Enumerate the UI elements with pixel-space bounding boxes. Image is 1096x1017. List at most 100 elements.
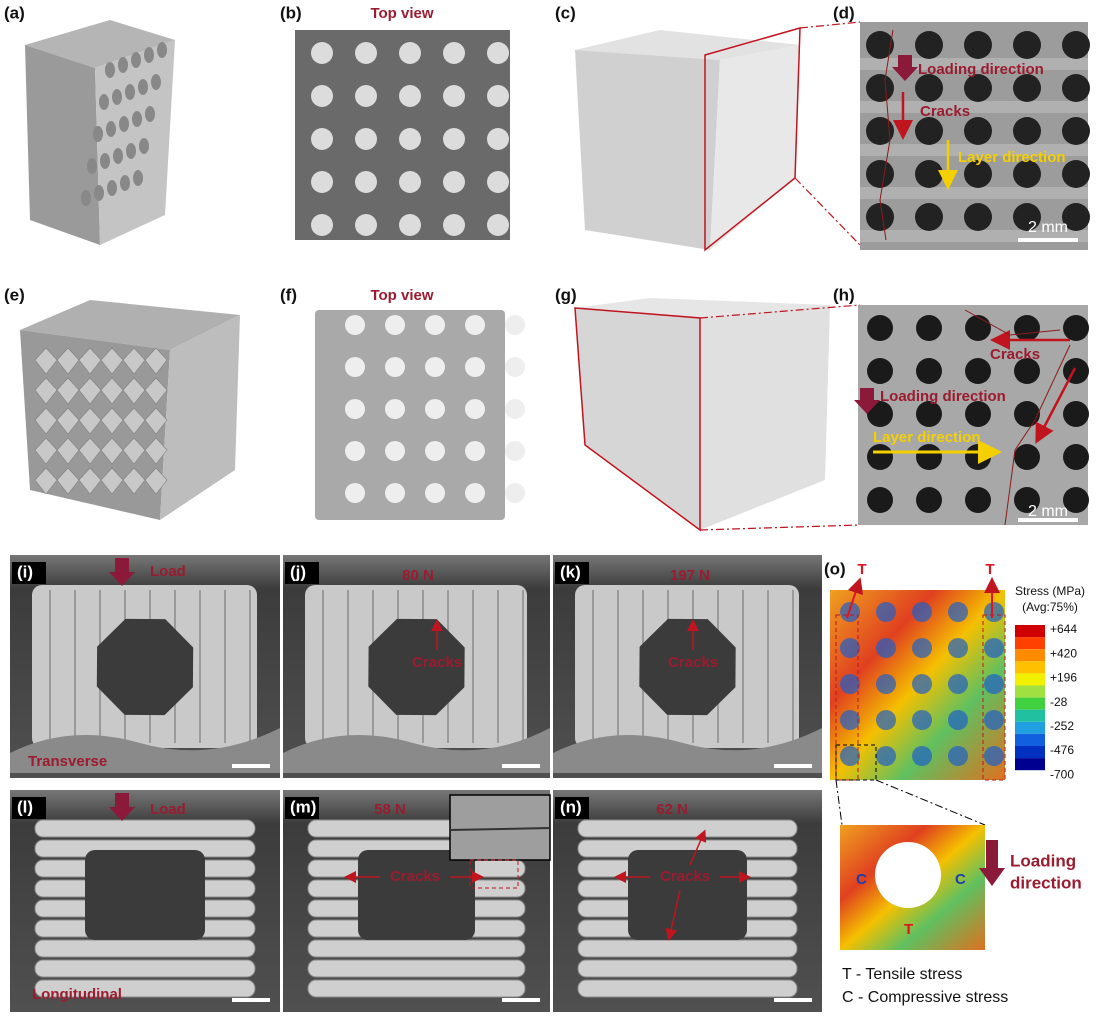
hole <box>505 357 525 377</box>
hole <box>840 746 860 766</box>
hole <box>948 746 968 766</box>
layer <box>34 979 256 998</box>
hole <box>399 171 421 193</box>
hole <box>916 315 942 341</box>
face <box>575 308 700 530</box>
layer <box>307 939 526 958</box>
hole <box>345 399 365 419</box>
hole <box>505 441 525 461</box>
annotation: Cracks <box>990 346 1040 363</box>
hole <box>425 357 445 377</box>
annotation: Load <box>150 801 186 818</box>
hole <box>87 158 97 174</box>
tension-box <box>982 614 1006 781</box>
hole <box>1013 117 1041 145</box>
hole <box>1014 487 1040 513</box>
hole <box>840 638 860 658</box>
hole <box>465 315 485 335</box>
colorbar-segment <box>1015 637 1045 650</box>
hole <box>965 315 991 341</box>
annotation: Transverse <box>28 753 107 770</box>
note: T - Tensile stress <box>842 966 962 983</box>
line <box>846 577 864 619</box>
face <box>700 305 830 530</box>
band <box>860 144 1088 156</box>
annotation: 197 N <box>670 567 710 584</box>
hole <box>964 203 992 231</box>
hole <box>345 441 365 461</box>
face <box>575 50 720 250</box>
hole <box>105 62 115 78</box>
hole <box>876 674 896 694</box>
arrow <box>892 55 918 81</box>
hole <box>1063 401 1089 427</box>
scale <box>144 377 168 405</box>
face <box>710 45 800 250</box>
hole <box>1062 31 1090 59</box>
arrow <box>109 558 135 586</box>
hole <box>385 399 405 419</box>
hole <box>916 358 942 384</box>
layer <box>34 959 256 978</box>
hole <box>157 42 167 58</box>
face <box>25 45 100 245</box>
colorbar-segment <box>1015 685 1045 698</box>
band <box>860 101 1088 113</box>
hole <box>96 618 194 716</box>
line <box>799 21 861 29</box>
hole <box>151 74 161 90</box>
scale <box>144 347 168 375</box>
hole <box>876 710 896 730</box>
panel-label: (k) <box>560 562 581 581</box>
hole <box>840 674 860 694</box>
layer <box>577 959 798 978</box>
hole <box>132 111 142 127</box>
hole <box>1013 74 1041 102</box>
panel-label: (a) <box>4 3 25 22</box>
hole <box>118 57 128 73</box>
line <box>689 829 707 866</box>
colorbar-label: +196 <box>1050 671 1077 685</box>
colorbar-segment <box>1015 625 1045 638</box>
hole <box>984 602 1004 622</box>
arrow-label: direction <box>1010 873 1082 892</box>
hole <box>1062 74 1090 102</box>
panel-label: (e) <box>4 285 25 304</box>
panel-title: Top view <box>370 287 433 304</box>
colorbar-segment <box>1015 673 1045 686</box>
hole <box>93 126 103 142</box>
panel-label: (m) <box>290 797 316 816</box>
hole <box>345 315 365 335</box>
label-box <box>285 562 319 584</box>
hole <box>358 850 475 940</box>
hole <box>399 42 421 64</box>
hole <box>866 160 894 188</box>
face <box>160 315 240 520</box>
hole <box>385 357 405 377</box>
hole <box>1063 487 1089 513</box>
hole <box>487 171 509 193</box>
hole <box>126 143 136 159</box>
hole <box>94 185 104 201</box>
annotation: Loading direction <box>918 61 1044 78</box>
colorbar-label: +644 <box>1050 622 1077 636</box>
hole <box>112 89 122 105</box>
line <box>699 524 861 531</box>
hole <box>100 153 110 169</box>
hole <box>876 638 896 658</box>
hole <box>138 79 148 95</box>
debris <box>283 728 550 773</box>
hole <box>1013 31 1041 59</box>
hole <box>1063 444 1089 470</box>
annotation: 80 N <box>402 567 434 584</box>
hole <box>99 94 109 110</box>
panel-title: Top view <box>370 5 433 22</box>
annotation: Cracks <box>660 868 710 885</box>
layer <box>34 939 256 958</box>
hole <box>1014 315 1040 341</box>
hole <box>144 47 154 63</box>
hole <box>465 483 485 503</box>
hole <box>355 171 377 193</box>
colorbar-segment <box>1015 746 1045 759</box>
hole <box>948 602 968 622</box>
